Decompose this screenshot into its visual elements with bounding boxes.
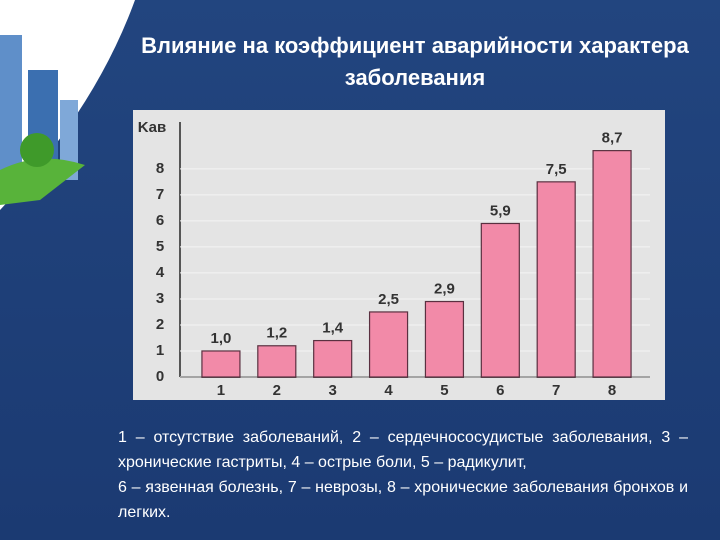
value-label: 5,9 — [490, 202, 511, 219]
y-tick-label: 3 — [156, 290, 164, 307]
value-label: 2,5 — [378, 291, 399, 308]
slide-title: Влияние на коэффициент аварийности харак… — [141, 33, 689, 90]
y-tick-label: 0 — [156, 368, 164, 385]
y-tick-label: 6 — [156, 212, 164, 229]
bar — [201, 350, 241, 378]
y-tick-label: 1 — [156, 342, 164, 359]
x-tick-label: 5 — [440, 382, 448, 399]
x-tick-label: 1 — [217, 382, 225, 399]
bar — [368, 311, 409, 378]
x-tick-label: 8 — [608, 382, 616, 399]
bar — [592, 150, 632, 378]
y-tick-label: 2 — [156, 316, 164, 333]
value-label: 2,9 — [434, 281, 455, 298]
caption-line: 6 – язвенная болезнь, 7 – неврозы, 8 – х… — [118, 479, 688, 521]
y-tick-label: 5 — [156, 238, 164, 255]
ground — [0, 158, 85, 205]
building — [0, 35, 22, 185]
caption: 1 – отсутствие заболеваний, 2 – сердечно… — [118, 425, 688, 540]
bar — [480, 222, 520, 378]
x-tick-label: 3 — [329, 382, 337, 399]
value-label: 1,4 — [322, 320, 344, 337]
y-tick-label: 4 — [156, 264, 165, 281]
bar — [257, 345, 297, 378]
value-label: 8,7 — [602, 130, 623, 147]
y-tick-label: 7 — [156, 186, 164, 203]
x-tick-label: 2 — [273, 382, 281, 399]
tree — [20, 133, 54, 167]
y-axis-label: Kав — [138, 119, 166, 136]
x-tick-label: 7 — [552, 382, 560, 399]
value-label: 7,5 — [546, 161, 567, 178]
value-label: 1,2 — [266, 325, 287, 342]
value-label: 1,0 — [211, 330, 232, 347]
x-tick-label: 6 — [496, 382, 504, 399]
bar — [424, 300, 465, 378]
caption-line: 1 – отсутствие заболеваний, 2 – сердечно… — [118, 429, 688, 471]
bar — [536, 181, 576, 378]
bar — [313, 339, 353, 378]
x-tick-label: 4 — [384, 382, 393, 399]
y-tick-label: 8 — [156, 160, 164, 177]
